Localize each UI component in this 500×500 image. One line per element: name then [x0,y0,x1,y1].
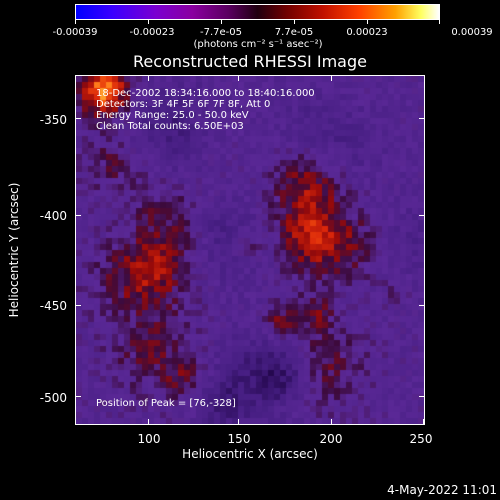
x-tick-label: 100 [137,432,161,446]
y-tick-label: -500 [39,391,67,405]
x-axis-tick [331,75,332,81]
x-axis-label: Heliocentric X (arcsec) [182,447,318,461]
colorbar-tick-label: 0.00023 [346,27,388,38]
colorbar-tick [148,20,149,24]
colorbar-tick-label: 7.7e-05 [274,27,314,38]
x-axis-tick [423,419,424,425]
y-axis-tick [419,305,425,306]
flux-image [76,76,424,424]
colorbar-tick [221,20,222,24]
x-axis-tick [238,419,239,425]
colorbar [75,4,440,20]
y-axis-tick [75,118,81,119]
colorbar-tick [75,20,76,24]
x-tick-label: 200 [319,432,343,446]
y-axis-label: Heliocentric Y (arcsec) [7,182,21,318]
time-range-label: 18-Dec-2002 18:34:16.000 to 18:40:16.000 [96,88,315,99]
colorbar-tick-label: -0.00039 [52,27,98,38]
clean-counts-label: Clean Total counts: 6.50E+03 [96,121,244,132]
colorbar-units: (photons cm⁻² s⁻¹ asec⁻²) [193,39,323,50]
detectors-label: Detectors: 3F 4F 5F 6F 7F 8F, Att 0 [96,99,271,110]
colorbar-tick-label: -0.00023 [129,27,175,38]
image-plot: 18-Dec-2002 18:34:16.000 to 18:40:16.000… [75,75,425,425]
energy-range-label: Energy Range: 25.0 - 50.0 keV [96,110,249,121]
x-axis-tick [148,75,149,81]
colorbar-tick [439,20,440,24]
y-axis-tick [75,396,81,397]
y-axis-tick [75,215,81,216]
peak-position-label: Position of Peak = [76,-328] [96,398,236,409]
y-tick-label: -450 [39,299,67,313]
y-axis-tick [419,215,425,216]
colorbar-tick [294,20,295,24]
y-axis-tick [419,118,425,119]
x-axis-tick [148,419,149,425]
y-axis-tick [419,396,425,397]
x-tick-label: 150 [227,432,251,446]
x-tick-label: 250 [409,432,433,446]
x-axis-tick [238,75,239,81]
x-axis-tick [331,419,332,425]
colorbar-tick-label: 0.00039 [451,27,493,38]
y-tick-label: -350 [39,113,67,127]
y-tick-label: -400 [39,209,67,223]
colorbar-tick [367,20,368,24]
colorbar-tick-label: -7.7e-05 [200,27,242,38]
y-axis-tick [75,305,81,306]
image-title: Reconstructed RHESSI Image [133,52,367,71]
timestamp: 4-May-2022 11:01 [387,483,497,497]
